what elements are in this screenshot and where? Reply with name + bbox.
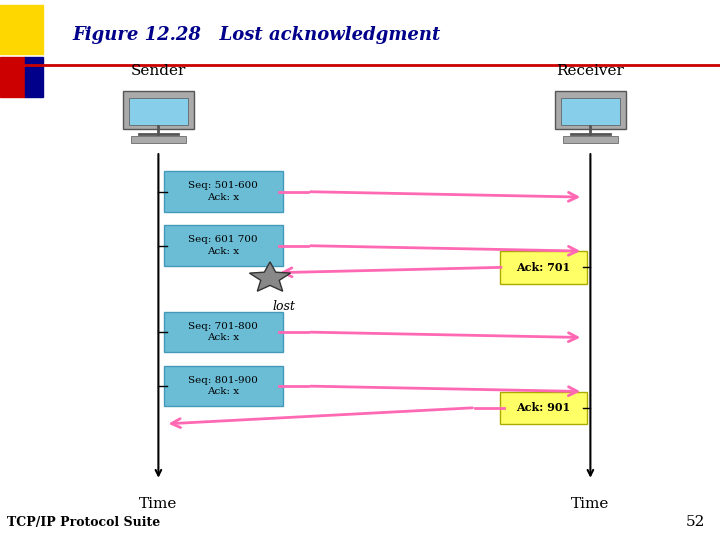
Text: Seq: 701-800
Ack: x: Seq: 701-800 Ack: x: [188, 322, 258, 342]
Text: Seq: 601 700
Ack: x: Seq: 601 700 Ack: x: [189, 235, 258, 256]
Text: TCP/IP Protocol Suite: TCP/IP Protocol Suite: [7, 516, 161, 529]
FancyBboxPatch shape: [555, 91, 626, 129]
Bar: [563, 137, 618, 143]
Bar: [131, 137, 186, 143]
Text: Figure 12.28   Lost acknowledgment: Figure 12.28 Lost acknowledgment: [72, 26, 441, 44]
Text: Sender: Sender: [131, 64, 186, 78]
Text: 52: 52: [686, 515, 706, 529]
Text: Seq: 801-900
Ack: x: Seq: 801-900 Ack: x: [188, 376, 258, 396]
Text: Receiver: Receiver: [557, 64, 624, 78]
Text: lost: lost: [273, 300, 296, 313]
Text: Seq: 501-600
Ack: x: Seq: 501-600 Ack: x: [188, 181, 258, 202]
FancyBboxPatch shape: [123, 91, 194, 129]
Text: Time: Time: [571, 497, 610, 511]
Polygon shape: [249, 262, 291, 291]
FancyBboxPatch shape: [561, 98, 620, 125]
Bar: [25, 57, 43, 97]
FancyBboxPatch shape: [163, 366, 282, 407]
FancyBboxPatch shape: [500, 392, 587, 424]
Text: Time: Time: [139, 497, 178, 511]
FancyBboxPatch shape: [500, 251, 587, 284]
FancyBboxPatch shape: [163, 312, 282, 352]
Bar: [0, 57, 25, 97]
FancyBboxPatch shape: [163, 172, 282, 212]
Text: Ack: 701: Ack: 701: [516, 262, 571, 273]
FancyBboxPatch shape: [129, 98, 188, 125]
Bar: [0, 5, 43, 54]
FancyBboxPatch shape: [163, 226, 282, 266]
Text: Ack: 901: Ack: 901: [516, 402, 571, 413]
